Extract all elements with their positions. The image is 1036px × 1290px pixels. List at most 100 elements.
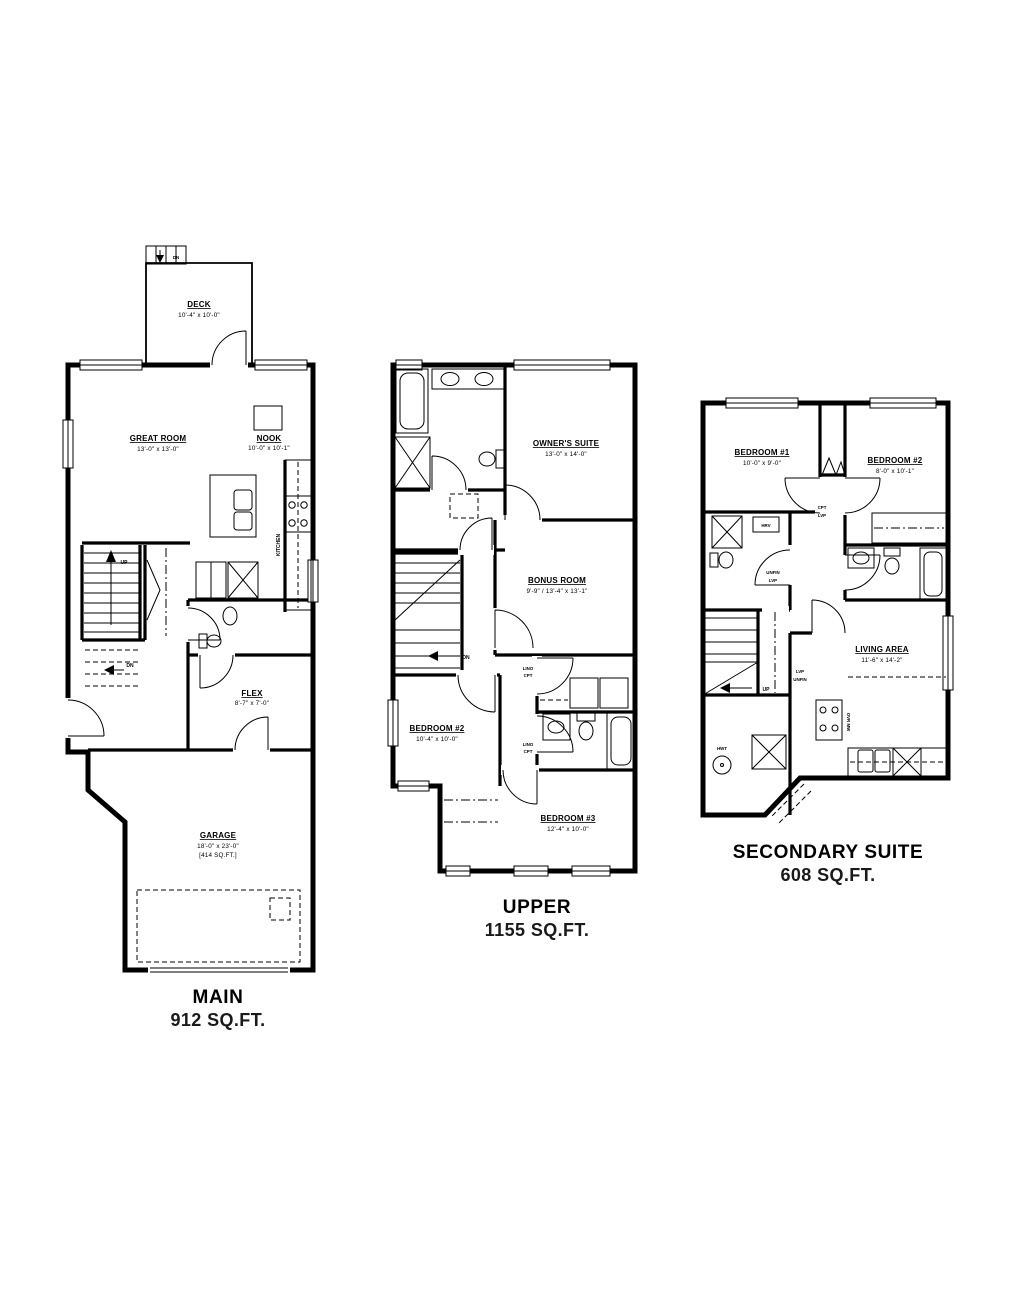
hot-water-tank	[712, 755, 732, 775]
suite-doors	[754, 477, 881, 634]
dryer	[599, 677, 629, 709]
upper-doors	[431, 455, 574, 805]
toilet-bowl	[478, 451, 496, 467]
bed2-closet	[871, 512, 947, 544]
main-bath-fixtures	[198, 606, 238, 649]
shower	[394, 436, 431, 489]
suite-bedroom2-label: BEDROOM #2	[868, 456, 923, 465]
basement-stairs-dashed	[85, 649, 140, 687]
upper-floor-plan: DN LINO CPT LINO	[387, 359, 638, 940]
toilet-bowl	[884, 557, 900, 575]
toilet-tank	[495, 449, 505, 469]
ovr-mw-label: OVR MW	[846, 713, 851, 732]
upper-laundry-bath	[540, 677, 636, 770]
garage-label: GARAGE	[200, 831, 237, 840]
kitchen-label: KITCHEN	[276, 534, 282, 557]
cpt-label: CPT	[818, 505, 827, 510]
dn-label: DN	[126, 663, 134, 669]
suite-title: SECONDARY SUITE	[733, 842, 924, 863]
suite-stairs	[702, 612, 776, 696]
lvp-label: LVP	[769, 578, 777, 583]
flex-dims: 8'-7" x 7'-0"	[235, 700, 269, 707]
nook-dims: 10'-0" x 10'-1"	[248, 445, 290, 452]
ensuite-fixtures	[394, 368, 506, 519]
closet-bifold	[821, 456, 846, 476]
main-stairs	[84, 548, 167, 687]
up-arrow	[720, 683, 730, 693]
deck-dn-label: DN	[173, 255, 179, 260]
dn-arrow	[428, 651, 438, 661]
suite-windows	[725, 397, 954, 691]
toilet-bowl	[206, 634, 222, 648]
bath-vanity	[542, 713, 571, 741]
bedroom2-dims: 10'-4" x 10'-0"	[416, 736, 458, 743]
hwt-label: HWT	[717, 746, 727, 751]
nook-label: NOOK	[257, 434, 282, 443]
kitchen-fixtures	[195, 405, 313, 611]
main-floor-area: 912 SQ.FT.	[170, 1010, 265, 1030]
tub	[395, 368, 429, 434]
tub	[919, 547, 947, 601]
bedroom2-label: BEDROOM #2	[410, 724, 465, 733]
upper-stairs	[394, 559, 461, 669]
bath-vanity	[847, 547, 875, 569]
dn-label: DN	[462, 655, 470, 661]
range	[815, 699, 843, 741]
upper-floor-title: UPPER	[503, 897, 571, 918]
bonus-room-label: BONUS ROOM	[528, 576, 586, 585]
bonus-room-dims: 9'-9" / 13'-4" x 13'-1"	[526, 588, 587, 595]
suite-bath-fixtures	[847, 547, 947, 601]
suite-interior-walls	[703, 403, 948, 815]
suite-mech	[712, 734, 787, 775]
bedroom3-dims: 12'-4" x 10'-0"	[547, 826, 589, 833]
main-floor-title: MAIN	[193, 987, 244, 1008]
great-room-dims: 13'-0" x 13'-0"	[137, 446, 179, 453]
toilet-bowl	[578, 721, 594, 741]
owner-suite-label: OWNER'S SUITE	[533, 439, 600, 448]
upper-interior-walls	[393, 365, 635, 786]
nook-table	[253, 405, 283, 431]
sink	[857, 749, 874, 773]
deck-label: DECK	[187, 300, 210, 309]
living-area-label: LIVING AREA	[855, 645, 908, 654]
cpt-label-2: CPT	[524, 749, 533, 754]
lvp-label-2: LVP	[818, 513, 826, 518]
owner-suite-dims: 13'-0" x 14'-0"	[545, 451, 587, 458]
unfin-label-2: UNFIN	[793, 677, 806, 682]
bath-sink	[547, 720, 565, 734]
upper-exterior-walls	[390, 362, 638, 874]
main-windows	[62, 359, 319, 603]
main-exterior-walls	[65, 362, 316, 973]
up-arrow	[106, 550, 116, 562]
upper-windows	[387, 359, 611, 877]
deck-dims: 10'-4" x 10'-0"	[178, 312, 220, 319]
garage-overhead-door	[150, 967, 288, 973]
suite-exterior-walls	[700, 400, 951, 818]
up-label: UP	[763, 687, 771, 693]
bath-sink	[222, 606, 238, 626]
suite-bedroom2-dims: 8'-0" x 10'-1"	[876, 468, 914, 475]
bed3-closet-rods	[444, 799, 498, 823]
island	[209, 474, 257, 538]
toilet-bowl	[718, 551, 734, 569]
upper-floor-area: 1155 SQ.FT.	[485, 920, 589, 940]
range	[283, 495, 313, 533]
great-room-label: GREAT ROOM	[130, 434, 187, 443]
double-vanity	[431, 368, 506, 390]
suite-bedroom1-dims: 10'-0" x 9'-0"	[743, 460, 781, 467]
cpt-label: CPT	[524, 673, 533, 678]
lino-label-2: LINO	[523, 742, 534, 747]
deck-down-arrow	[156, 255, 164, 263]
main-stair-walls	[80, 541, 190, 642]
main-doors	[67, 330, 269, 751]
tub	[606, 712, 636, 770]
main-floor-plan: DN	[62, 245, 319, 1030]
bath-sink	[852, 551, 870, 565]
hrv-unit	[752, 516, 780, 533]
flex-label: FLEX	[241, 689, 263, 698]
sink	[233, 489, 253, 511]
toilet-tank	[883, 547, 901, 557]
bedroom3-label: BEDROOM #3	[541, 814, 596, 823]
